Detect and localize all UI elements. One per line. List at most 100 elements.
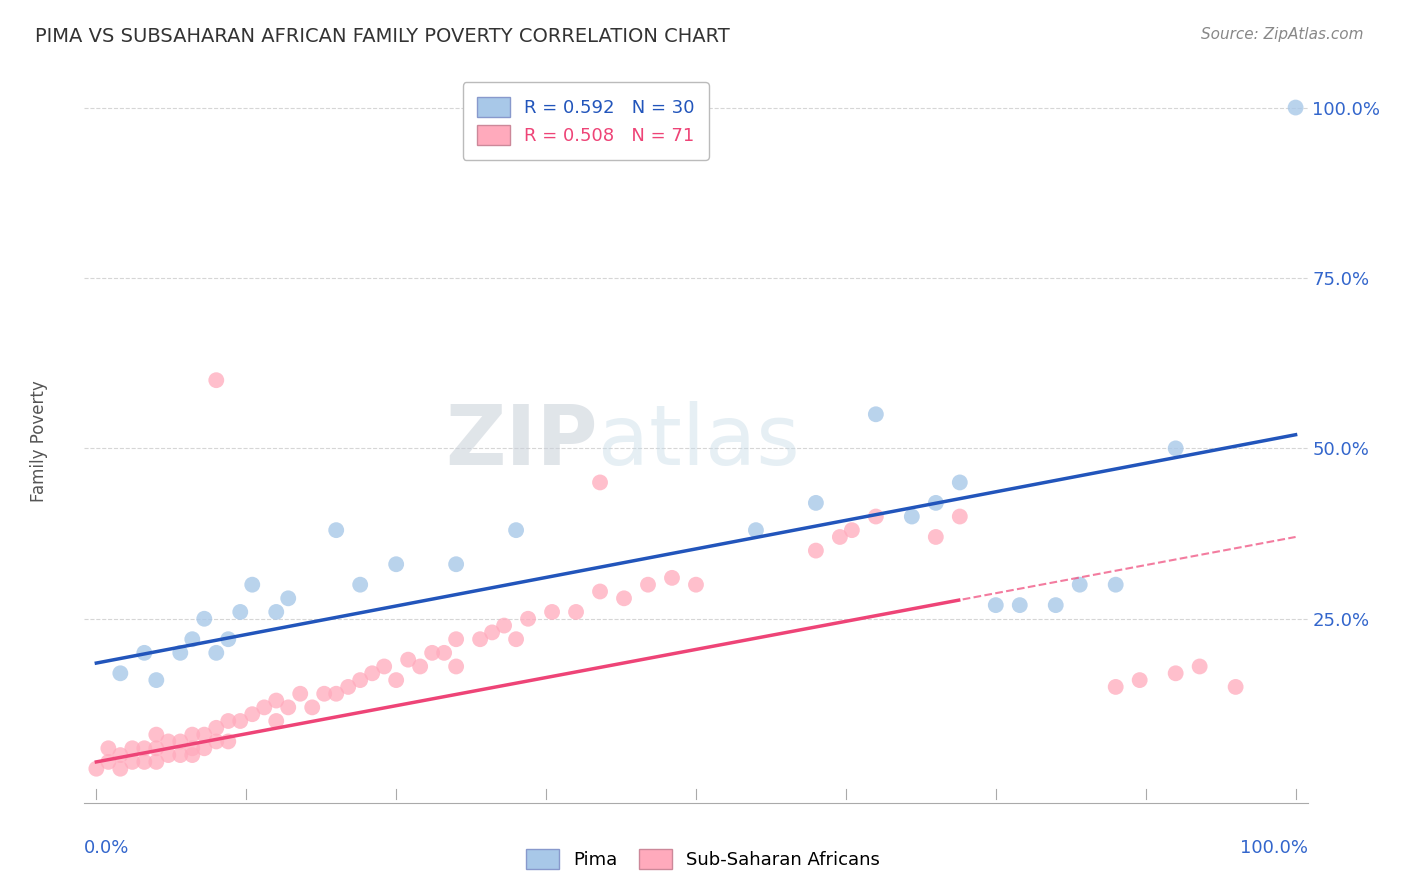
Point [229,714,252,728]
Point [145,755,167,769]
Point [494,618,516,632]
Point [420,646,443,660]
Point [97,741,120,756]
Point [314,687,336,701]
Point [121,755,143,769]
Point [121,741,143,756]
Point [804,543,827,558]
Point [264,693,287,707]
Point [1129,673,1152,687]
Point [828,530,851,544]
Point [145,673,167,687]
Point [134,646,156,660]
Point [264,605,287,619]
Point [481,625,503,640]
Point [325,523,347,537]
Point [1008,598,1031,612]
Point [637,577,659,591]
Point [181,748,204,763]
Point [613,591,636,606]
Point [984,598,1007,612]
Point [97,755,120,769]
Point [901,509,924,524]
Point [181,741,204,756]
Point [301,700,323,714]
Point [157,748,180,763]
Point [157,734,180,748]
Point [925,530,948,544]
Point [433,646,456,660]
Point [193,741,215,756]
Point [1105,680,1128,694]
Point [193,612,215,626]
Point [1188,659,1211,673]
Point [205,734,228,748]
Point [349,577,371,591]
Point [134,755,156,769]
Point [865,407,887,421]
Point [217,632,239,647]
Point [110,666,132,681]
Point [325,687,347,701]
Point [661,571,683,585]
Point [110,762,132,776]
Point [1105,577,1128,591]
Point [290,687,312,701]
Point [565,605,588,619]
Point [205,721,228,735]
Point [1284,101,1306,115]
Text: ZIP: ZIP [446,401,598,482]
Point [217,714,239,728]
Point [468,632,491,647]
Point [385,673,408,687]
Point [277,700,299,714]
Point [865,509,887,524]
Point [505,523,527,537]
Point [517,612,540,626]
Point [685,577,707,591]
Point [589,584,612,599]
Point [86,762,108,776]
Point [1164,442,1187,456]
Point [505,632,527,647]
Point [385,558,408,572]
Text: atlas: atlas [598,401,800,482]
Text: Family Poverty: Family Poverty [30,381,48,502]
Point [444,659,467,673]
Point [804,496,827,510]
Point [277,591,299,606]
Point [110,748,132,763]
Point [1069,577,1091,591]
Point [240,577,263,591]
Point [409,659,432,673]
Point [217,734,239,748]
Point [949,475,972,490]
Point [925,496,948,510]
Point [841,523,863,537]
Text: Source: ZipAtlas.com: Source: ZipAtlas.com [1201,27,1364,42]
Point [349,673,371,687]
Legend: R = 0.592   N = 30, R = 0.508   N = 71: R = 0.592 N = 30, R = 0.508 N = 71 [463,82,709,160]
Point [1045,598,1067,612]
Point [949,509,972,524]
Point [145,741,167,756]
Point [444,558,467,572]
Point [169,646,191,660]
Point [193,728,215,742]
Text: PIMA VS SUBSAHARAN AFRICAN FAMILY POVERTY CORRELATION CHART: PIMA VS SUBSAHARAN AFRICAN FAMILY POVERT… [35,27,730,45]
Point [253,700,276,714]
Point [396,653,419,667]
Text: 100.0%: 100.0% [1240,838,1308,857]
Point [205,373,228,387]
Legend: Pima, Sub-Saharan Africans: Pima, Sub-Saharan Africans [517,839,889,879]
Point [745,523,768,537]
Point [361,666,384,681]
Point [229,605,252,619]
Point [264,714,287,728]
Point [444,632,467,647]
Point [169,748,191,763]
Point [337,680,360,694]
Point [181,632,204,647]
Point [181,728,204,742]
Point [169,734,191,748]
